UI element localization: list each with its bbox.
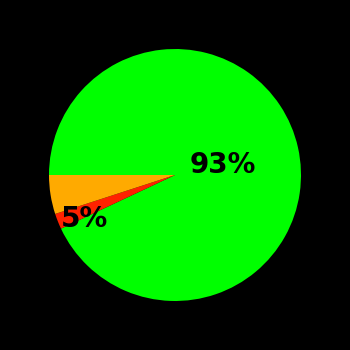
Text: 93%: 93% bbox=[190, 151, 256, 179]
Wedge shape bbox=[49, 175, 175, 214]
Wedge shape bbox=[49, 49, 301, 301]
Wedge shape bbox=[55, 175, 175, 229]
Text: 5%: 5% bbox=[61, 205, 108, 233]
